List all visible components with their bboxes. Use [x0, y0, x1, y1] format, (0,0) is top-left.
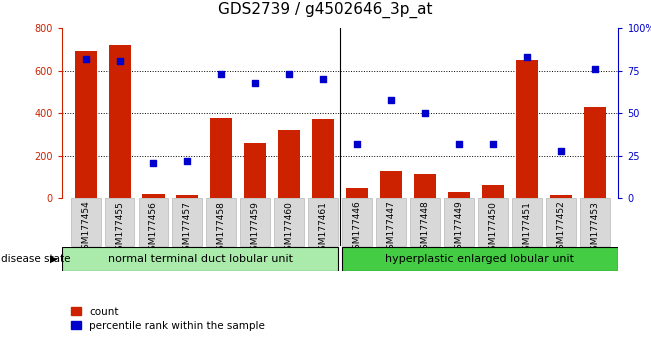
Point: [284, 72, 294, 77]
Text: GSM177447: GSM177447: [387, 201, 396, 255]
Point: [420, 110, 430, 116]
Bar: [308, 198, 338, 246]
Text: GSM177460: GSM177460: [284, 201, 294, 256]
Bar: [549, 195, 572, 198]
Text: GSM177450: GSM177450: [488, 201, 497, 256]
Bar: [312, 119, 334, 198]
Bar: [143, 194, 165, 198]
Bar: [342, 247, 618, 271]
Bar: [342, 198, 372, 246]
Text: GSM177448: GSM177448: [421, 201, 430, 255]
Bar: [512, 198, 542, 246]
Text: GSM177451: GSM177451: [522, 201, 531, 256]
Bar: [71, 198, 100, 246]
Bar: [278, 130, 300, 198]
Point: [318, 76, 328, 82]
Bar: [274, 198, 304, 246]
Bar: [244, 143, 266, 198]
Point: [352, 141, 363, 147]
Text: GSM177454: GSM177454: [81, 201, 90, 255]
Text: normal terminal duct lobular unit: normal terminal duct lobular unit: [109, 254, 294, 264]
Point: [250, 80, 260, 86]
Bar: [109, 45, 131, 198]
Point: [386, 97, 396, 103]
Text: GSM177461: GSM177461: [319, 201, 327, 256]
Bar: [176, 195, 199, 198]
Point: [148, 160, 159, 165]
Text: GDS2739 / g4502646_3p_at: GDS2739 / g4502646_3p_at: [218, 2, 433, 18]
Bar: [478, 198, 508, 246]
Bar: [139, 198, 169, 246]
Bar: [173, 198, 202, 246]
Legend: count, percentile rank within the sample: count, percentile rank within the sample: [67, 303, 269, 335]
Bar: [546, 198, 575, 246]
Bar: [376, 198, 406, 246]
Point: [182, 158, 193, 164]
Text: GSM177449: GSM177449: [454, 201, 464, 255]
Text: GSM177458: GSM177458: [217, 201, 226, 256]
Text: GSM177457: GSM177457: [183, 201, 192, 256]
Text: GSM177452: GSM177452: [556, 201, 565, 255]
Bar: [580, 198, 609, 246]
Bar: [105, 198, 135, 246]
Bar: [75, 51, 96, 198]
Point: [590, 66, 600, 72]
Bar: [346, 188, 368, 198]
Bar: [584, 107, 605, 198]
Text: hyperplastic enlarged lobular unit: hyperplastic enlarged lobular unit: [385, 254, 574, 264]
Text: ▶: ▶: [49, 254, 57, 264]
Text: GSM177455: GSM177455: [115, 201, 124, 256]
Bar: [62, 247, 339, 271]
Point: [115, 58, 125, 63]
Text: GSM177456: GSM177456: [149, 201, 158, 256]
Bar: [410, 198, 440, 246]
Bar: [240, 198, 270, 246]
Bar: [482, 185, 504, 198]
Bar: [448, 192, 470, 198]
Text: GSM177459: GSM177459: [251, 201, 260, 256]
Point: [555, 148, 566, 154]
Text: GSM177446: GSM177446: [353, 201, 361, 255]
Text: disease state: disease state: [1, 254, 71, 264]
Point: [454, 141, 464, 147]
Bar: [206, 198, 236, 246]
Bar: [380, 171, 402, 198]
Point: [80, 56, 90, 62]
Bar: [444, 198, 474, 246]
Bar: [516, 60, 538, 198]
Point: [521, 55, 532, 60]
Bar: [414, 174, 436, 198]
Point: [488, 141, 498, 147]
Point: [216, 72, 227, 77]
Bar: [210, 118, 232, 198]
Text: GSM177453: GSM177453: [590, 201, 599, 256]
